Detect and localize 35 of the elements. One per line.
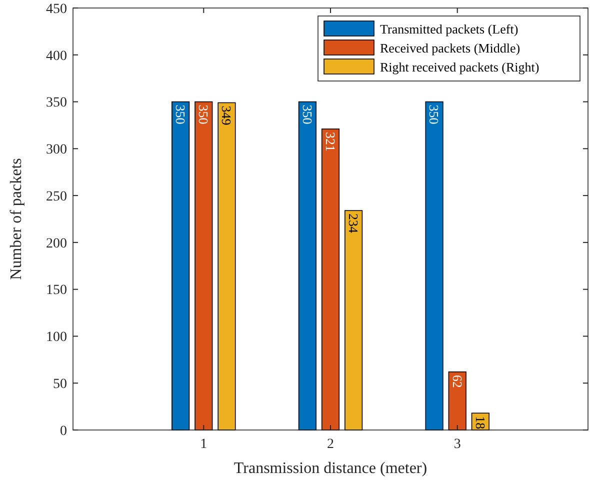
bar [425,101,444,430]
y-tick-label: 100 [46,330,67,346]
data-label: 349 [219,106,234,126]
bar [172,101,190,430]
data-label: 350 [300,104,315,124]
legend-label: Received packets (Middle) [380,40,520,56]
data-label: 350 [426,104,442,124]
data-label: 350 [196,104,212,124]
y-tick-label: 450 [46,2,67,17]
data-label: 18 [472,416,488,430]
y-axis-title: Number of packets [8,158,25,280]
y-tick-label: 50 [53,377,67,392]
y-tick-label: 300 [46,142,67,158]
y-tick-label: 250 [46,189,67,204]
bar [298,101,316,430]
bar [448,371,466,430]
data-label: 62 [450,374,465,388]
x-tick-label: 2 [327,437,334,452]
legend-label: Right received packets (Right) [380,60,540,75]
x-tick-label: 1 [200,437,208,452]
x-axis-title: Transmission distance (meter) [234,460,428,477]
y-tick-label: 150 [46,283,67,298]
legend-label: Transmitted packets (Left) [380,22,518,37]
data-label: 321 [322,132,338,152]
bar [321,128,340,430]
y-tick-label: 400 [46,48,67,64]
data-label: 234 [346,214,362,234]
y-tick-label: 0 [60,424,67,439]
y-tick-label: 200 [46,236,67,252]
bar [194,101,213,430]
x-tick-label: 3 [454,437,461,452]
bar [344,210,363,430]
y-tick-label: 350 [46,96,67,111]
bar [218,102,236,430]
data-label: 350 [173,104,188,124]
